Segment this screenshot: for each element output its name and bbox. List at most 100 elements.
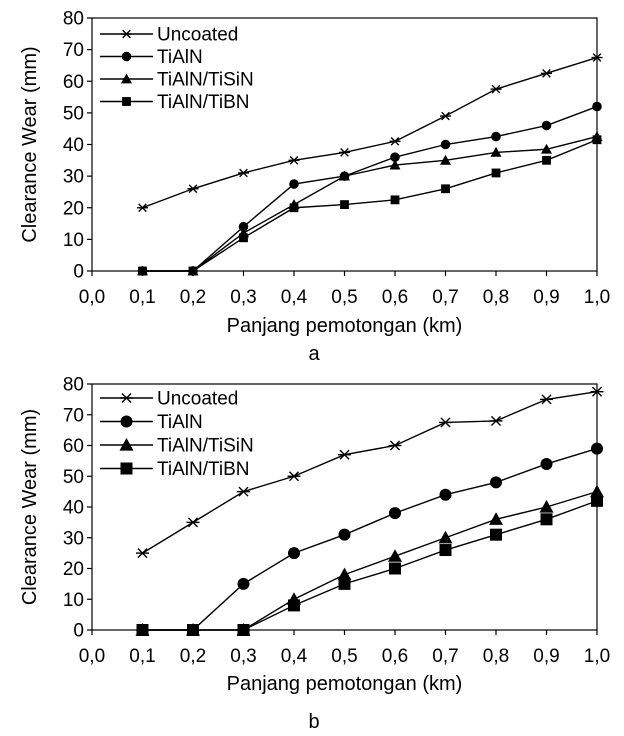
legend-marker	[121, 51, 132, 62]
data-point	[439, 417, 452, 428]
legend-item: TiAlN/TiSiN	[100, 70, 254, 91]
data-point	[541, 68, 552, 78]
y-tick-label: 70	[63, 405, 84, 426]
series-uncoated	[137, 53, 603, 213]
data-point	[187, 624, 199, 636]
data-point	[491, 168, 501, 178]
x-tick-label: 0,0	[79, 287, 105, 308]
series-tialn-tibn	[136, 494, 603, 636]
data-point	[338, 528, 351, 541]
data-point	[591, 494, 603, 507]
legend-label: Uncoated	[157, 25, 238, 46]
data-point	[540, 394, 553, 405]
legend-marker	[119, 438, 134, 451]
x-tick-label: 0,2	[180, 287, 206, 308]
y-axis-label: Clearance Wear (mm)	[19, 46, 41, 242]
data-point	[187, 184, 199, 194]
y-tick-label: 80	[63, 9, 84, 30]
x-tick-label: 0,3	[230, 287, 256, 308]
x-tick-label: 0,1	[129, 646, 155, 667]
y-tick-label: 60	[63, 436, 84, 457]
y-tick-label: 60	[63, 72, 84, 93]
data-point	[540, 457, 553, 470]
chart-b: 0 10 20 30 40 50 60 70 80 0,0 0,1 0,2 0,3 0,4 0,5 0,6 0,…	[19, 375, 610, 734]
data-point	[388, 440, 402, 451]
data-point	[338, 449, 351, 460]
data-point	[592, 135, 602, 145]
x-tick-label: 0,8	[483, 646, 509, 667]
data-point	[238, 168, 249, 178]
legend-label: TiAlN/TiBN	[157, 92, 250, 113]
data-point	[138, 266, 147, 276]
x-tick-label: 0,3	[230, 646, 256, 667]
data-point	[337, 567, 352, 581]
data-point	[287, 471, 301, 482]
data-point	[590, 484, 604, 498]
data-point	[490, 476, 502, 489]
x-tick-label: 0,4	[281, 646, 308, 667]
legend-label: TiAlN/TiBN	[157, 459, 250, 480]
x-tick-label: 0,0	[79, 646, 105, 667]
series-tialn-tisin	[137, 131, 603, 276]
data-point	[288, 547, 300, 560]
y-tick-label: 50	[63, 103, 84, 124]
data-point	[440, 111, 451, 121]
x-tick-label: 0,5	[331, 646, 357, 667]
series-uncoated	[136, 386, 604, 559]
series-line	[142, 139, 598, 272]
data-point	[289, 203, 299, 213]
y-tick-label: 30	[63, 528, 84, 549]
data-point	[438, 530, 453, 544]
y-tick-label: 0	[73, 621, 84, 642]
data-point	[137, 203, 148, 213]
data-point	[491, 131, 501, 142]
data-point	[540, 513, 553, 526]
series-line	[142, 135, 598, 272]
x-axis-label: Panjang pemotongan (km)	[227, 673, 463, 695]
x-tick-label: 0,7	[432, 646, 458, 667]
data-point	[288, 155, 300, 165]
x-tick-label: 0,5	[331, 287, 357, 308]
data-point	[186, 517, 200, 528]
legend-marker	[121, 73, 132, 84]
series-line	[142, 500, 598, 631]
series-line	[142, 447, 598, 631]
data-point	[539, 500, 554, 513]
x-tick-label: 1,0	[584, 646, 610, 667]
x-tick-label: 0,4	[281, 287, 308, 308]
legend-item: Uncoated	[100, 25, 238, 46]
data-point	[490, 84, 502, 94]
data-point	[339, 148, 350, 157]
data-point	[338, 577, 351, 590]
legend-item: TiAlN	[100, 47, 203, 68]
legend-marker	[120, 392, 133, 404]
y-tick-label: 20	[63, 559, 84, 580]
y-tick-label: 10	[63, 230, 84, 251]
data-point	[237, 624, 250, 636]
x-tick-label: 0,8	[483, 287, 509, 308]
legend-item: TiAlN/TiBN	[100, 459, 250, 480]
y-tick-label: 50	[63, 467, 84, 488]
y-axis-label: Clearance Wear (mm)	[19, 409, 41, 605]
data-point	[541, 120, 552, 131]
data-point	[489, 512, 503, 525]
data-point	[541, 143, 552, 154]
legend-item: TiAlN	[100, 412, 203, 433]
series-tialn	[137, 101, 602, 276]
data-point	[439, 488, 452, 501]
series-line	[142, 56, 598, 209]
data-point	[390, 195, 400, 205]
data-point	[591, 53, 603, 62]
legend-label: TiAlN	[157, 412, 203, 433]
data-point	[489, 415, 503, 426]
x-tick-label: 0,9	[533, 646, 559, 667]
data-point	[237, 486, 250, 497]
y-tick-label: 0	[73, 262, 84, 283]
legend-item: Uncoated	[100, 389, 238, 410]
legend-marker	[121, 29, 132, 39]
legend-item: TiAlN/TiBN	[100, 92, 250, 113]
data-point	[389, 136, 401, 146]
x-tick-label: 0,7	[432, 287, 458, 308]
